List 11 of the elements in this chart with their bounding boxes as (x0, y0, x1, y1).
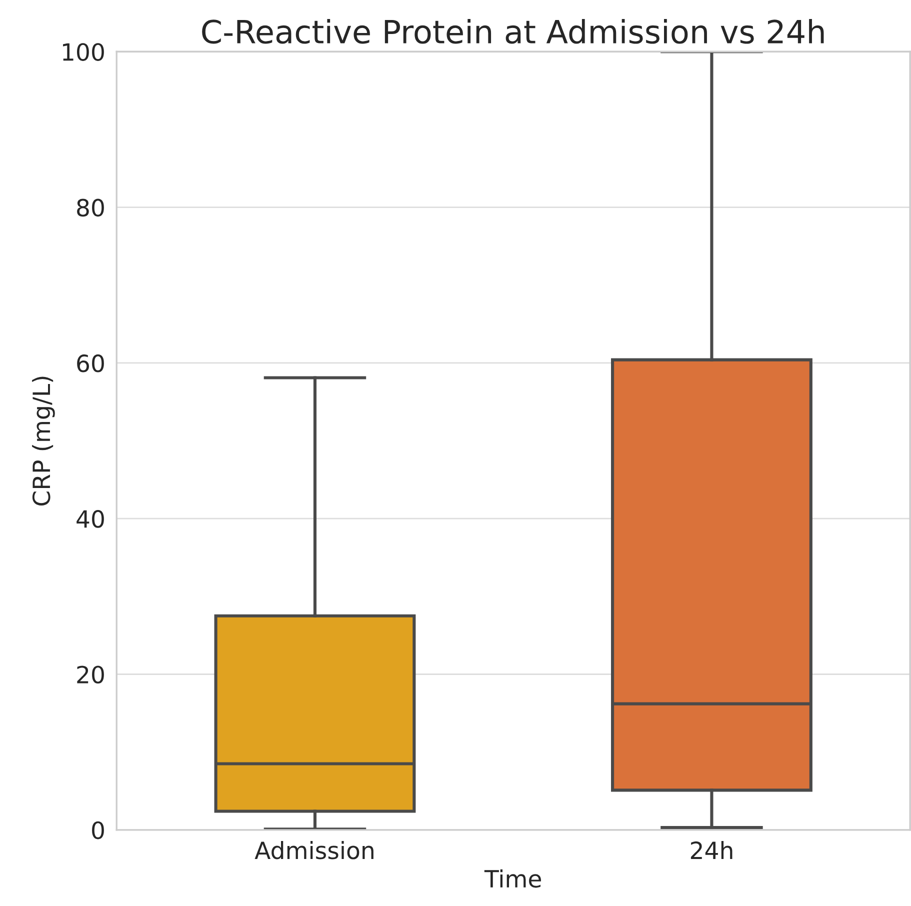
y-tick-label: 60 (77, 354, 104, 372)
y-tick-label: 40 (76, 510, 104, 528)
x-axis-title: Time (484, 869, 541, 888)
x-tick-label: Admission (254, 841, 374, 860)
y-tick-label: 80 (77, 198, 104, 217)
y-tick-label: 100 (63, 43, 104, 61)
y-axis-title: CRP (mg/L) (32, 376, 55, 506)
x-tick-label: 24h (690, 841, 732, 859)
y-tick-label: 20 (77, 666, 104, 684)
chart-title: C-Reactive Protein at Admission vs 24h (202, 19, 824, 44)
y-tick-label: 0 (92, 821, 104, 840)
